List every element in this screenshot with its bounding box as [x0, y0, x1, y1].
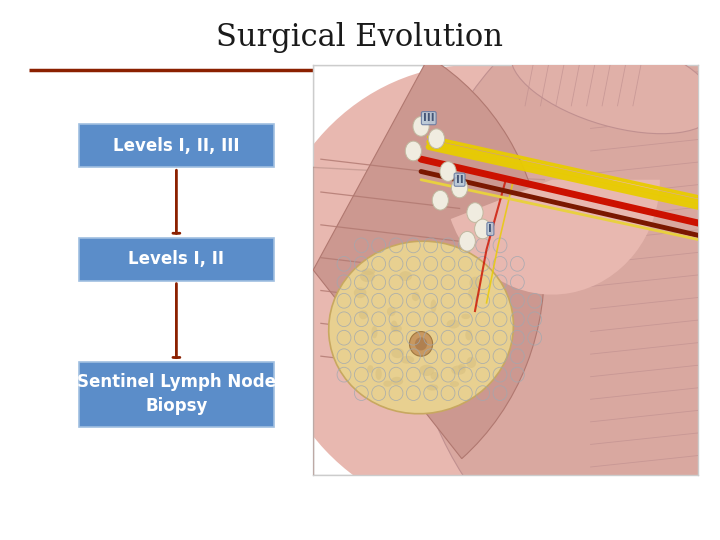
Ellipse shape: [359, 310, 368, 319]
Ellipse shape: [263, 65, 687, 516]
Wedge shape: [410, 0, 718, 540]
Ellipse shape: [428, 129, 444, 149]
Ellipse shape: [468, 288, 480, 300]
FancyBboxPatch shape: [79, 362, 274, 427]
Ellipse shape: [372, 326, 377, 339]
Ellipse shape: [392, 325, 402, 332]
Ellipse shape: [465, 329, 472, 340]
FancyBboxPatch shape: [79, 238, 274, 281]
Ellipse shape: [392, 348, 404, 358]
Circle shape: [415, 338, 427, 350]
Ellipse shape: [431, 372, 439, 380]
Ellipse shape: [400, 356, 414, 363]
Ellipse shape: [469, 276, 481, 289]
Ellipse shape: [458, 364, 466, 370]
Ellipse shape: [362, 268, 375, 275]
Ellipse shape: [376, 368, 382, 380]
Ellipse shape: [390, 321, 397, 332]
Text: II: II: [456, 175, 464, 185]
Ellipse shape: [413, 117, 429, 136]
Text: Levels I, II: Levels I, II: [128, 250, 225, 268]
Circle shape: [410, 332, 433, 356]
Ellipse shape: [419, 364, 434, 376]
Ellipse shape: [474, 219, 491, 239]
Text: III: III: [423, 113, 435, 123]
Ellipse shape: [446, 320, 460, 328]
Ellipse shape: [391, 377, 403, 386]
Ellipse shape: [510, 29, 716, 134]
Ellipse shape: [451, 178, 468, 198]
Ellipse shape: [329, 241, 513, 414]
Ellipse shape: [459, 232, 475, 251]
Ellipse shape: [431, 300, 436, 312]
Ellipse shape: [360, 271, 375, 282]
Ellipse shape: [451, 366, 466, 375]
Wedge shape: [313, 57, 544, 458]
Ellipse shape: [383, 381, 392, 387]
Text: Levels I, II, III: Levels I, II, III: [113, 137, 240, 155]
Text: Sentinel Lymph Node
Biopsy: Sentinel Lymph Node Biopsy: [77, 373, 276, 415]
Ellipse shape: [467, 357, 476, 368]
Ellipse shape: [427, 384, 438, 390]
Wedge shape: [451, 180, 660, 295]
Ellipse shape: [405, 141, 421, 161]
Ellipse shape: [367, 365, 374, 373]
Ellipse shape: [467, 202, 483, 222]
Ellipse shape: [432, 191, 449, 210]
Ellipse shape: [440, 161, 456, 181]
Text: Surgical Evolution: Surgical Evolution: [217, 22, 503, 53]
Ellipse shape: [450, 381, 459, 387]
Text: I: I: [488, 224, 492, 234]
Ellipse shape: [399, 271, 412, 281]
FancyBboxPatch shape: [79, 124, 274, 167]
Ellipse shape: [387, 307, 396, 316]
Ellipse shape: [462, 314, 470, 319]
Ellipse shape: [354, 287, 366, 298]
Ellipse shape: [412, 292, 420, 301]
Ellipse shape: [421, 338, 427, 343]
